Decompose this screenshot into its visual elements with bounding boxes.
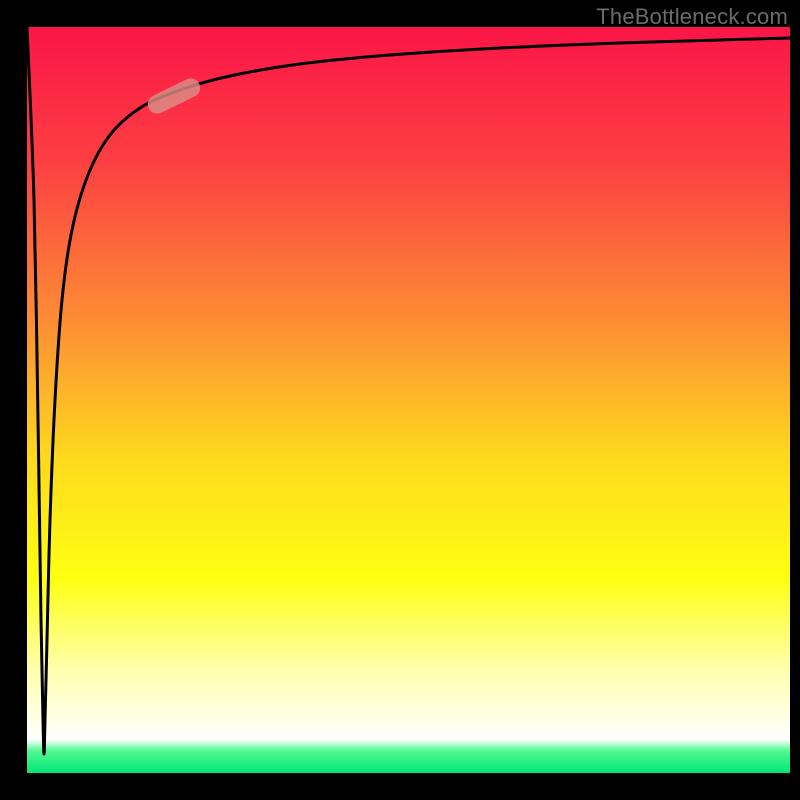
plot-area (27, 27, 790, 773)
chart-svg (0, 0, 800, 800)
frame-left (0, 0, 27, 800)
frame-right (790, 0, 800, 800)
frame-bottom (0, 773, 800, 800)
bottleneck-chart: TheBottleneck.com (0, 0, 800, 800)
watermark-text: TheBottleneck.com (596, 4, 788, 30)
